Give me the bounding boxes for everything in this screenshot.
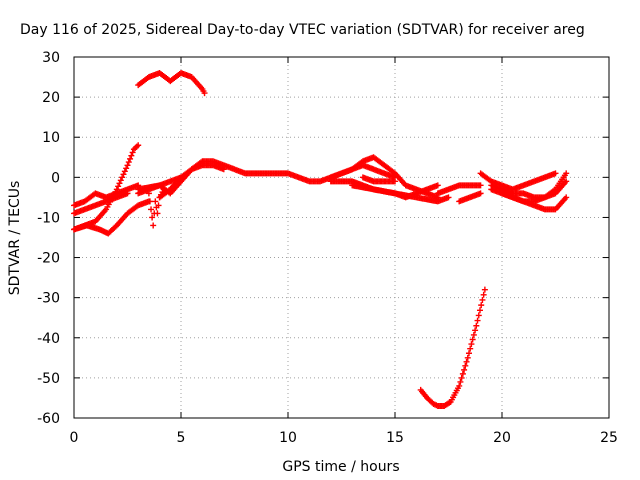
data-point: [475, 312, 482, 319]
data-point: [467, 345, 474, 352]
series-arc-mid-c: [349, 182, 452, 205]
series-arc-early-dip: [71, 198, 152, 237]
data-point: [146, 198, 153, 205]
series-arc-early-flat: [71, 182, 142, 209]
data-point: [468, 341, 475, 348]
data-point: [128, 152, 135, 159]
data-point: [457, 378, 464, 385]
data-point: [477, 182, 484, 189]
series-arc-late-d: [488, 178, 570, 201]
y-tick-label: 10: [42, 130, 60, 146]
data-point: [472, 327, 479, 334]
data-point: [121, 168, 128, 175]
data-point: [563, 170, 570, 177]
grid: [74, 57, 609, 418]
data-point: [480, 291, 487, 298]
data-point: [459, 370, 466, 377]
data-point: [456, 382, 463, 389]
series-arc-deep: [417, 286, 488, 409]
data-point: [392, 178, 398, 185]
data-point: [478, 302, 485, 309]
data-point: [201, 90, 208, 97]
data-point: [135, 142, 142, 149]
data-point: [474, 317, 481, 324]
data-point: [129, 149, 136, 156]
data-point: [465, 350, 472, 357]
y-tick-label: 30: [42, 50, 60, 66]
y-tick-label: -10: [37, 210, 60, 226]
series-arc-late-c: [499, 190, 570, 213]
data-point: [445, 194, 452, 201]
y-axis-label: SDTVAR / TECUs: [7, 181, 23, 296]
data-point: [154, 210, 161, 217]
plot-frame: [73, 56, 610, 419]
marks: [71, 70, 570, 409]
data-point: [220, 166, 227, 173]
data-point: [461, 366, 468, 373]
series-arc-late-a: [477, 170, 559, 193]
chart-title: Day 116 of 2025, Sidereal Day-to-day VTE…: [20, 22, 585, 38]
data-point: [470, 331, 477, 338]
series-arc-mid-e: [434, 182, 484, 197]
data-point: [117, 177, 124, 184]
data-point: [150, 222, 157, 229]
data-point: [462, 362, 469, 369]
data-point: [552, 170, 559, 177]
y-tick-label: -40: [37, 331, 60, 347]
data-point: [481, 286, 488, 293]
x-tick-label: 0: [70, 430, 79, 446]
series-arc-mid-d: [359, 174, 398, 185]
data-point: [120, 171, 127, 178]
x-tick-label: 20: [493, 430, 511, 446]
data-point: [152, 198, 159, 205]
data-point: [464, 354, 471, 361]
data-point: [469, 336, 476, 343]
data-point: [446, 399, 453, 406]
x-tick-label: 10: [279, 430, 297, 446]
data-point: [479, 296, 486, 303]
series-arc-mid-a: [327, 154, 441, 201]
data-point: [123, 165, 130, 172]
data-point: [155, 202, 162, 209]
x-tick-label: 15: [386, 430, 404, 446]
data-point: [463, 358, 470, 365]
data-point: [115, 183, 122, 190]
x-tick-label: 25: [600, 430, 618, 446]
data-point: [124, 162, 131, 169]
x-tick-label: 5: [177, 430, 186, 446]
x-axis-label: GPS time / hours: [282, 459, 399, 475]
data-point: [148, 206, 155, 213]
data-point: [476, 307, 483, 314]
y-tick-label: -20: [37, 251, 60, 267]
ticks: 0 5 10 15 20 25 -60 -50 -40 -30 -20 -10 0 10 20 30: [37, 50, 618, 446]
data-point: [178, 174, 184, 181]
series-arc-mid-f: [456, 190, 484, 205]
data-point: [116, 180, 123, 187]
y-tick-label: -30: [37, 291, 60, 307]
y-tick-label: -60: [37, 411, 60, 427]
data-point: [119, 174, 126, 181]
data-point: [563, 178, 570, 185]
data-point: [149, 214, 156, 221]
data-point: [458, 374, 465, 381]
data-point: [127, 155, 134, 162]
data-point: [125, 159, 132, 166]
data-point: [563, 194, 570, 201]
data-point: [477, 190, 484, 197]
y-tick-label: 0: [51, 170, 60, 186]
data-point: [434, 182, 441, 189]
y-tick-label: 20: [42, 90, 60, 106]
series-arc-main-c: [135, 174, 184, 197]
series-arc-early-low: [71, 190, 131, 217]
data-point: [473, 322, 480, 329]
series-arc-high: [135, 70, 208, 97]
y-tick-label: -50: [37, 371, 60, 387]
